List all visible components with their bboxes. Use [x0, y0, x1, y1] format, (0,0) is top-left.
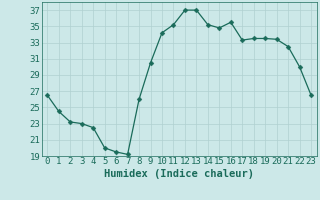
- X-axis label: Humidex (Indice chaleur): Humidex (Indice chaleur): [104, 169, 254, 179]
